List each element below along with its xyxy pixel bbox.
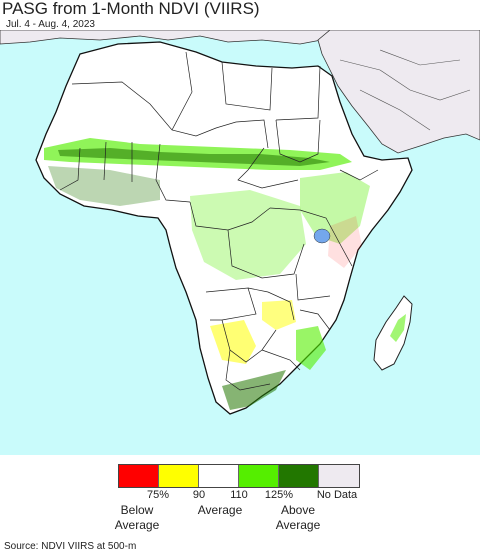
legend-tick-75: 75% (146, 489, 170, 501)
east-africa-mixed (300, 172, 370, 244)
legend-swatch-average (199, 465, 239, 487)
south-coast-green (222, 370, 286, 410)
legend-below-line2: Average (114, 518, 160, 532)
legend-below-line1: Below (120, 503, 154, 517)
legend-average-line1: Average (197, 503, 243, 517)
legend-tick-125: 125% (264, 489, 294, 501)
southern-africa-yellow-2 (262, 300, 296, 330)
source-note: Source: NDVI VIIRS at 500-m (4, 541, 137, 552)
lake-victoria (313, 228, 331, 244)
legend-below-average: Below Average (115, 503, 159, 533)
legend-swatch-below-strong (119, 465, 159, 487)
legend-average: Average (198, 503, 242, 518)
arabia-borders (339, 49, 471, 131)
legend-swatch-above (239, 465, 279, 487)
legend: 75% 90 110 125% No Data Below Average Av… (0, 455, 480, 540)
legend-color-scale (118, 464, 360, 488)
legend-swatch-below (159, 465, 199, 487)
middle-east-nodata (317, 29, 480, 154)
map-panel (0, 29, 480, 455)
africa-map (0, 29, 480, 455)
sahel-dark-green (58, 148, 330, 166)
header: PASG from 1-Month NDVI (VIIRS) Jul. 4 - … (0, 0, 480, 30)
legend-tick-no-data: No Data (316, 489, 358, 501)
southern-africa-yellow (210, 320, 256, 364)
east-africa-dry (328, 216, 362, 268)
madagascar-vegetation (390, 314, 406, 342)
map-title: PASG from 1-Month NDVI (VIIRS) (2, 0, 260, 18)
legend-tick-90: 90 (192, 489, 206, 501)
mozambique-green (296, 326, 326, 370)
legend-above-line1: Above (280, 503, 316, 517)
footer: Source: NDVI VIIRS at 500-m (0, 540, 480, 555)
legend-swatch-above-strong (279, 465, 319, 487)
africa-landmass (35, 41, 413, 415)
legend-above-line2: Average (275, 518, 321, 532)
legend-tick-110: 110 (230, 489, 248, 501)
legend-above-average: Above Average (276, 503, 320, 533)
date-range: Jul. 4 - Aug. 4, 2023 (6, 19, 95, 30)
central-africa-mixed (190, 190, 306, 280)
country-borders (59, 51, 379, 391)
legend-swatch-no-data (319, 465, 359, 487)
